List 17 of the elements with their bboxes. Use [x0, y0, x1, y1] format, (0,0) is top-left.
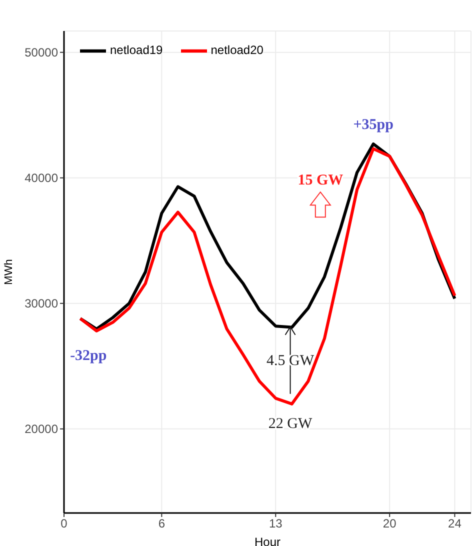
legend-label: netload20 [210, 43, 264, 58]
annotation: 22 GW [268, 416, 313, 432]
y-tick-label: 30000 [24, 296, 58, 311]
x-tick-label: 24 [448, 516, 462, 531]
y-tick-label: 50000 [24, 46, 58, 60]
annotation: 15 GW [298, 172, 344, 188]
x-tick-label: 20 [382, 516, 397, 531]
annotation: +35pp [353, 117, 394, 134]
x-tick-label: 13 [268, 516, 283, 531]
annotation: -32pp [70, 348, 107, 364]
x-tick-label: 6 [158, 516, 166, 531]
x-axis-title: Hour [254, 535, 281, 546]
legend-label: netload19 [110, 43, 163, 58]
y-tick-label: 40000 [24, 171, 58, 186]
y-tick-label: 20000 [24, 422, 58, 436]
y-axis-title: MWh [2, 259, 15, 285]
x-tick-label: 0 [60, 516, 68, 531]
